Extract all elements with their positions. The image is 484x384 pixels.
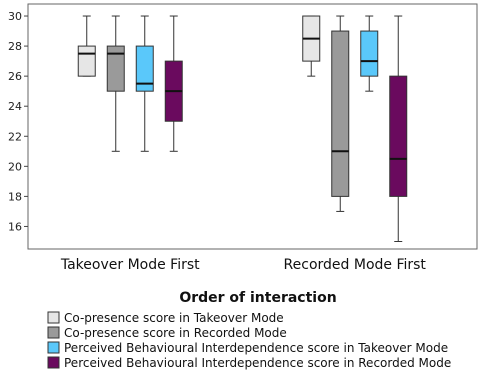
box-2-1 <box>302 15 321 77</box>
legend-label: Perceived Behavioural Interdependence sc… <box>64 356 451 370</box>
boxes-group <box>77 15 408 242</box>
plot-area <box>27 3 478 250</box>
y-tick-label: 20 <box>8 160 22 173</box>
iqr-box <box>389 75 408 197</box>
y-tick-label: 24 <box>8 100 22 113</box>
legend-swatch <box>47 311 60 324</box>
x-axis-categories: Takeover Mode First Recorded Mode First <box>60 257 427 273</box>
legend-item: Co-presence score in Recorded Mode <box>47 326 287 340</box>
iqr-box <box>106 45 125 92</box>
legend-swatch <box>47 356 60 369</box>
legend-label: Co-presence score in Takeover Mode <box>64 311 284 325</box>
iqr-box <box>360 30 379 77</box>
x-axis-title: Order of interaction <box>179 290 336 306</box>
box-1-3 <box>135 15 154 152</box>
legend-label: Co-presence score in Recorded Mode <box>64 326 287 340</box>
box-1-4 <box>164 15 183 152</box>
legend-swatch <box>47 341 60 354</box>
box-2-2 <box>331 15 350 212</box>
y-axis: 16 18 20 22 24 26 28 30 <box>8 10 28 233</box>
box-2-4 <box>389 15 408 242</box>
iqr-box <box>135 45 154 92</box>
iqr-box <box>77 45 96 77</box>
y-tick-label: 16 <box>8 220 22 233</box>
iqr-box <box>331 30 350 197</box>
box-2-3 <box>360 15 379 92</box>
y-tick-label: 18 <box>8 190 22 203</box>
legend-item: Perceived Behavioural Interdependence sc… <box>47 341 448 355</box>
legend: Co-presence score in Takeover ModeCo-pre… <box>47 311 451 370</box>
legend-item: Perceived Behavioural Interdependence sc… <box>47 356 451 370</box>
legend-swatch <box>47 326 60 339</box>
y-tick-label: 22 <box>8 130 22 143</box>
plot-frame <box>27 3 478 250</box>
box-1-1 <box>77 15 96 77</box>
x-category-label: Recorded Mode First <box>284 257 427 273</box>
legend-label: Perceived Behavioural Interdependence sc… <box>64 341 448 355</box>
box-1-2 <box>106 15 125 152</box>
y-tick-label: 26 <box>8 70 22 83</box>
y-tick-label: 28 <box>8 40 22 53</box>
y-tick-label: 30 <box>8 10 22 23</box>
x-category-label: Takeover Mode First <box>60 257 200 273</box>
legend-item: Co-presence score in Takeover Mode <box>47 311 284 325</box>
